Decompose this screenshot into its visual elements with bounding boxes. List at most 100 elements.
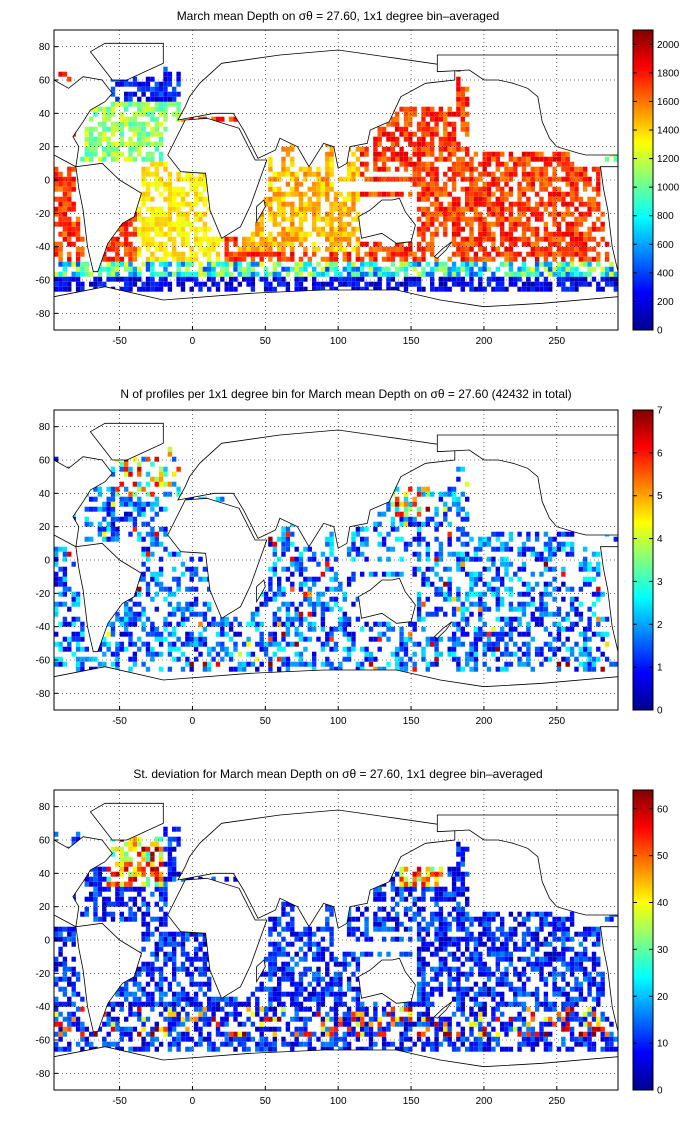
data-cell bbox=[124, 101, 129, 107]
data-cell bbox=[325, 536, 330, 542]
data-cell bbox=[250, 236, 256, 242]
data-cell bbox=[211, 261, 216, 267]
data-cell bbox=[416, 551, 422, 557]
data-cell bbox=[163, 991, 168, 997]
data-cell bbox=[220, 1021, 225, 1027]
data-cell bbox=[591, 576, 597, 582]
data-cell bbox=[430, 491, 435, 497]
data-cell bbox=[403, 286, 409, 292]
data-cell bbox=[478, 271, 483, 277]
data-cell bbox=[137, 536, 142, 542]
data-cell bbox=[338, 616, 343, 622]
data-cell bbox=[491, 546, 496, 552]
data-cell bbox=[54, 576, 59, 582]
data-cell bbox=[246, 651, 251, 657]
data-cell bbox=[268, 281, 273, 287]
data-cell bbox=[58, 546, 63, 552]
data-cell bbox=[281, 601, 286, 607]
data-cell bbox=[333, 666, 339, 672]
data-cell bbox=[150, 951, 155, 957]
data-cell bbox=[556, 541, 562, 547]
data-cell bbox=[193, 601, 199, 607]
data-cell bbox=[320, 646, 326, 652]
data-cell bbox=[110, 91, 116, 97]
data-cell bbox=[145, 996, 151, 1002]
data-cell bbox=[145, 921, 151, 927]
data-cell bbox=[163, 466, 168, 472]
data-cell bbox=[395, 286, 400, 292]
data-cell bbox=[89, 151, 94, 157]
data-cell bbox=[277, 276, 282, 282]
data-cell bbox=[495, 186, 500, 192]
data-cell bbox=[242, 241, 247, 247]
data-cell bbox=[556, 221, 562, 227]
data-cell bbox=[591, 276, 597, 282]
data-cell bbox=[534, 211, 540, 217]
data-cell bbox=[504, 231, 509, 237]
data-cell bbox=[495, 246, 500, 252]
data-cell bbox=[430, 106, 435, 112]
data-cell bbox=[325, 256, 330, 262]
data-cell bbox=[211, 996, 216, 1002]
data-cell bbox=[167, 1006, 173, 1012]
data-cell bbox=[158, 571, 164, 577]
data-cell bbox=[294, 641, 299, 647]
data-cell bbox=[456, 201, 461, 207]
data-cell bbox=[438, 146, 444, 152]
data-cell bbox=[102, 536, 107, 542]
data-cell bbox=[124, 841, 129, 847]
data-cell bbox=[504, 561, 509, 567]
data-cell bbox=[416, 126, 422, 132]
data-cell bbox=[390, 261, 396, 267]
data-cell bbox=[430, 201, 435, 207]
data-cell bbox=[613, 661, 618, 667]
data-cell bbox=[465, 236, 470, 242]
data-cell bbox=[465, 191, 470, 197]
data-cell bbox=[172, 91, 177, 97]
data-cell bbox=[333, 246, 339, 252]
data-cell bbox=[75, 661, 81, 667]
data-cell bbox=[137, 891, 142, 897]
data-cell bbox=[408, 636, 413, 642]
data-cell bbox=[451, 226, 457, 232]
data-cell bbox=[58, 286, 63, 292]
data-cell bbox=[298, 221, 304, 227]
data-cell bbox=[163, 961, 168, 967]
data-cell bbox=[158, 986, 164, 992]
data-cell bbox=[277, 196, 282, 202]
data-cell bbox=[255, 1046, 260, 1052]
data-cell bbox=[456, 666, 461, 672]
data-cell bbox=[591, 591, 597, 597]
data-cell bbox=[460, 601, 465, 607]
data-cell bbox=[583, 271, 588, 277]
data-cell bbox=[447, 276, 452, 282]
data-cell bbox=[290, 641, 295, 647]
data-cell bbox=[193, 1026, 199, 1032]
data-cell bbox=[242, 641, 247, 647]
data-cell bbox=[167, 91, 173, 97]
data-cell bbox=[176, 101, 181, 107]
data-cell bbox=[456, 506, 461, 512]
data-cell bbox=[84, 896, 89, 902]
data-cell bbox=[381, 271, 387, 277]
data-cell bbox=[242, 1021, 247, 1027]
data-cell bbox=[158, 636, 164, 642]
data-cell bbox=[54, 996, 59, 1002]
data-cell bbox=[141, 106, 146, 112]
data-cell bbox=[54, 166, 59, 172]
data-cell bbox=[548, 251, 553, 257]
data-cell bbox=[285, 566, 291, 572]
data-cell bbox=[565, 626, 570, 632]
data-cell bbox=[465, 101, 470, 107]
data-cell bbox=[189, 271, 194, 277]
data-cell bbox=[277, 281, 282, 287]
data-cell bbox=[54, 1031, 59, 1037]
data-cell bbox=[132, 521, 138, 527]
data-cell bbox=[215, 651, 221, 657]
data-cell bbox=[119, 121, 124, 127]
data-cell bbox=[67, 256, 72, 262]
data-cell bbox=[403, 176, 409, 182]
data-cell bbox=[124, 981, 129, 987]
